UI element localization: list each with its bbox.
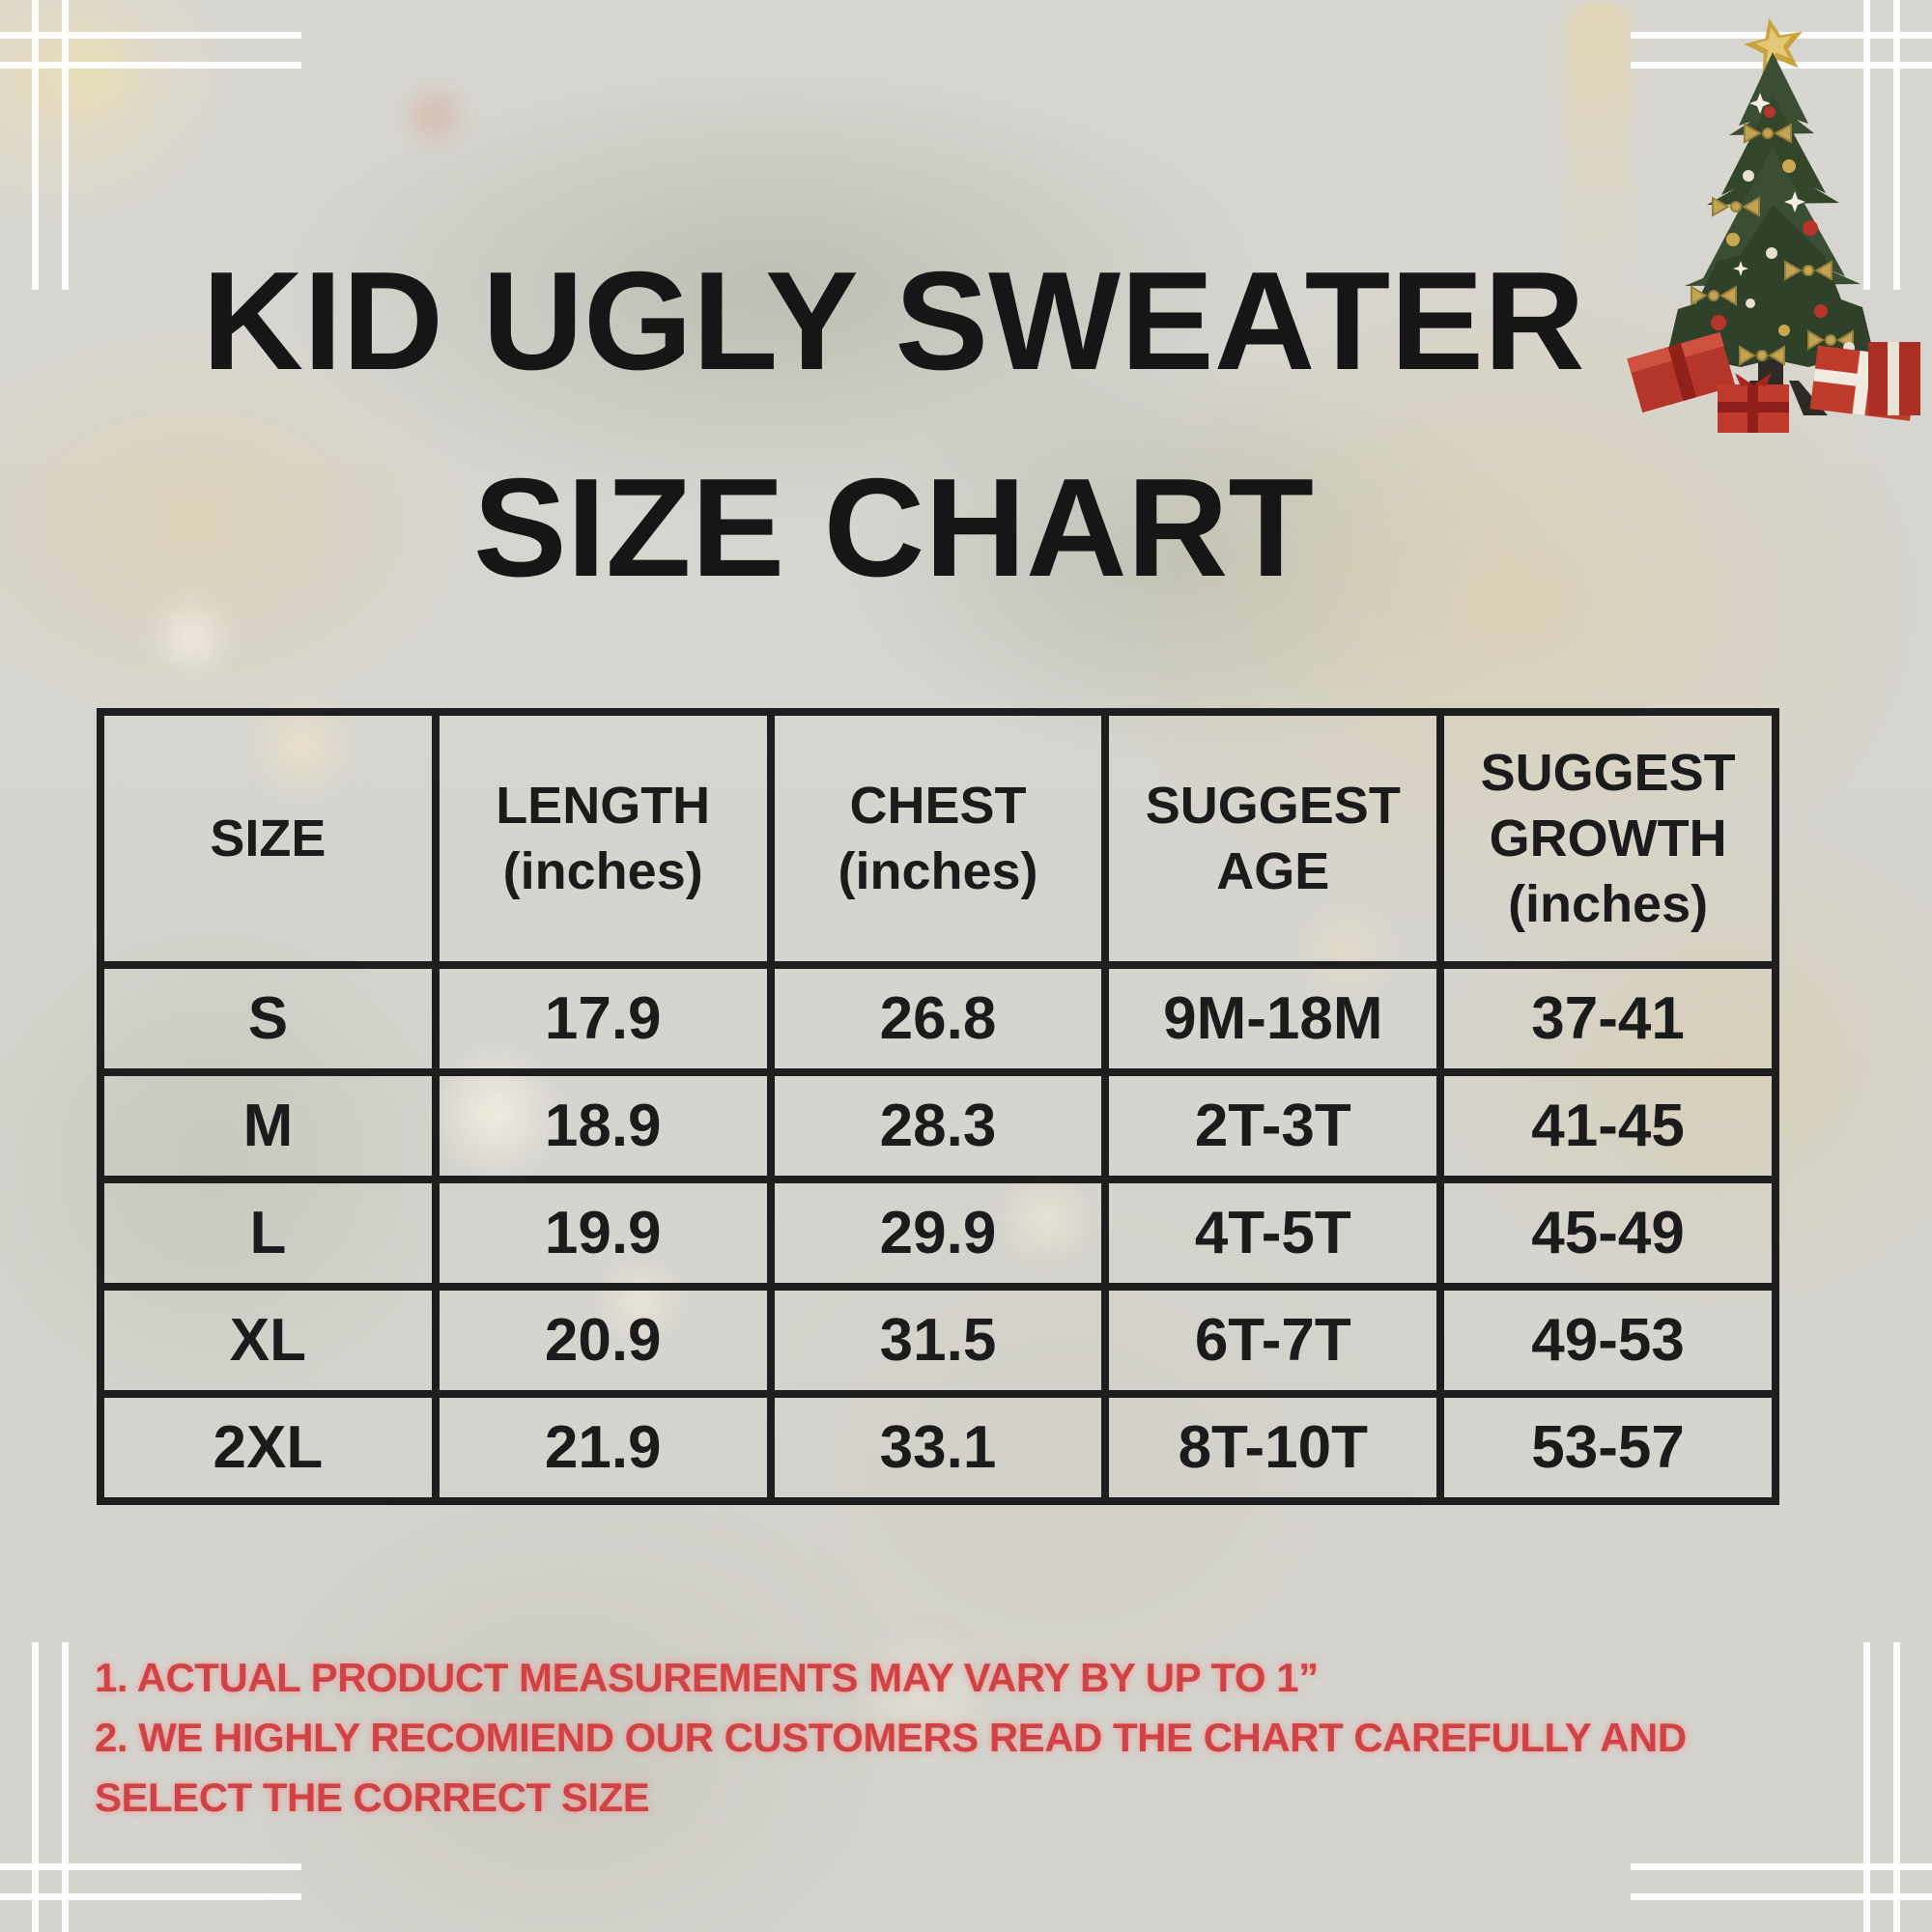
corner-frame-line <box>32 0 39 290</box>
col-header-suggest-age: SUGGEST AGE <box>1101 708 1445 969</box>
corner-frame-line <box>0 62 301 69</box>
cell-growth: 45-49 <box>1436 1176 1779 1291</box>
disclaimer-note-1: 1. ACTUAL PRODUCT MEASUREMENTS MAY VARY … <box>95 1655 1319 1700</box>
cell-growth: 49-53 <box>1436 1283 1779 1398</box>
cell-age: 9M-18M <box>1101 961 1445 1076</box>
cell-size: 2XL <box>97 1390 440 1505</box>
table-row-s: S 17.9 26.8 9M-18M 37-41 <box>97 961 1779 1076</box>
corner-frame-line <box>1893 1642 1900 1932</box>
cell-growth: 53-57 <box>1436 1390 1779 1505</box>
col-header-suggest-growth: SUGGEST GROWTH (inches) <box>1436 708 1779 969</box>
col-header-size: SIZE <box>97 708 440 969</box>
corner-frame-line <box>0 1863 301 1870</box>
cell-length: 20.9 <box>431 1283 775 1398</box>
cell-length: 19.9 <box>431 1176 775 1291</box>
cell-size: L <box>97 1176 440 1291</box>
cell-chest: 28.3 <box>766 1068 1110 1183</box>
cell-chest: 26.8 <box>766 961 1110 1076</box>
cell-age: 6T-7T <box>1101 1283 1445 1398</box>
corner-frame-line <box>0 1893 301 1900</box>
corner-frame-line <box>1631 1863 1932 1870</box>
cell-size: XL <box>97 1283 440 1398</box>
corner-frame-line <box>1631 62 1932 69</box>
disclaimer-notes: 1. ACTUAL PRODUCT MEASUREMENTS MAY VARY … <box>95 1648 1795 1828</box>
corner-frame-line <box>0 32 301 39</box>
page-title-line2: SIZE CHART <box>473 449 1314 606</box>
corner-frame-line <box>62 1642 69 1932</box>
col-header-length: LENGTH (inches) <box>431 708 775 969</box>
corner-frame-line <box>1631 1893 1932 1900</box>
corner-frame-line <box>1863 0 1870 290</box>
cell-chest: 31.5 <box>766 1283 1110 1398</box>
table-header-row: SIZE LENGTH (inches) CHEST (inches) SUGGES… <box>97 708 1779 969</box>
cell-chest: 29.9 <box>766 1176 1110 1291</box>
size-chart-table: SIZE LENGTH (inches) CHEST (inches) SUGGES… <box>97 708 1779 1505</box>
table-row-l: L 19.9 29.9 4T-5T 45-49 <box>97 1176 1779 1291</box>
corner-frame-line <box>1863 1642 1870 1932</box>
cell-chest: 33.1 <box>766 1390 1110 1505</box>
corner-frame-line <box>1893 0 1900 290</box>
disclaimer-note-2: 2. WE HIGHLY RECOMIEND OUR CUSTOMERS REA… <box>95 1715 1687 1820</box>
col-header-chest: CHEST (inches) <box>766 708 1110 969</box>
cell-growth: 37-41 <box>1436 961 1779 1076</box>
christmas-tree-icon <box>1627 17 1920 433</box>
table-row-2xl: 2XL 21.9 33.1 8T-10T 53-57 <box>97 1390 1779 1505</box>
cell-growth: 41-45 <box>1436 1068 1779 1183</box>
corner-frame-line <box>32 1642 39 1932</box>
cell-age: 4T-5T <box>1101 1176 1445 1291</box>
cell-age: 2T-3T <box>1101 1068 1445 1183</box>
cell-length: 17.9 <box>431 961 775 1076</box>
table-row-m: M 18.9 28.3 2T-3T 41-45 <box>97 1068 1779 1183</box>
table-row-xl: XL 20.9 31.5 6T-7T 49-53 <box>97 1283 1779 1398</box>
corner-frame-line <box>62 0 69 290</box>
cell-size: S <box>97 961 440 1076</box>
page-title-line1: KID UGLY SWEATER <box>202 242 1585 399</box>
cell-length: 18.9 <box>431 1068 775 1183</box>
cell-length: 21.9 <box>431 1390 775 1505</box>
cell-age: 8T-10T <box>1101 1390 1445 1505</box>
cell-size: M <box>97 1068 440 1183</box>
